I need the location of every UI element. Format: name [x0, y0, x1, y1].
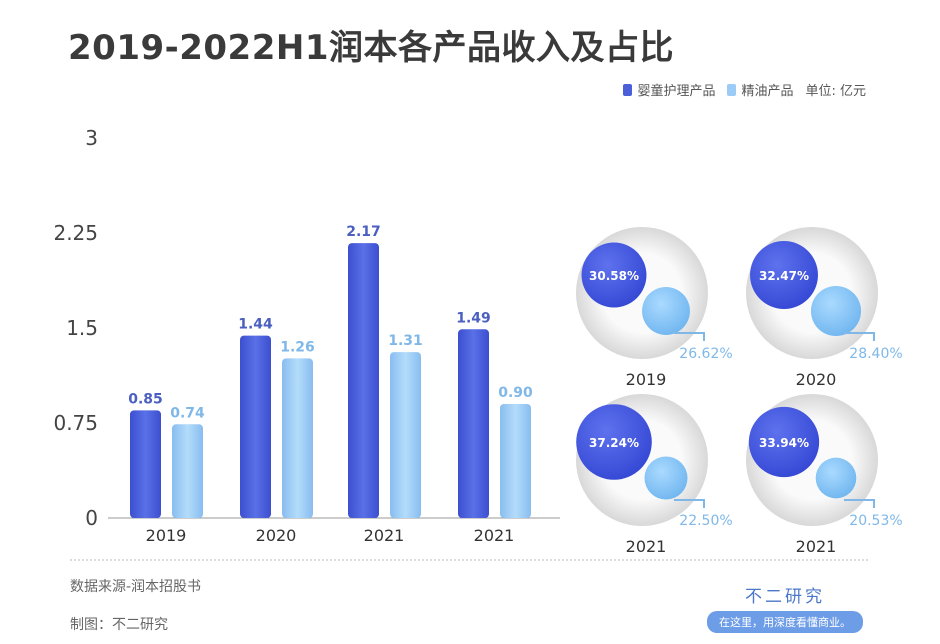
share-label: 20.53% [849, 513, 902, 529]
legend-item-baby-care: 婴童护理产品 [623, 80, 715, 99]
bubble-essential-oil [642, 287, 690, 335]
share-label: 28.40% [849, 346, 902, 362]
share-label: 22.50% [679, 513, 732, 529]
share-label: 26.62% [679, 346, 732, 362]
bubble-label: 32.47% [759, 269, 809, 283]
bubble-year-label: 2021 [796, 537, 837, 556]
bubble-essential-oil [815, 457, 857, 499]
bubble-baby-care [750, 241, 818, 309]
callout-line [674, 499, 705, 508]
legend: 婴童护理产品 精油产品 单位: 亿元 [623, 80, 866, 99]
bubble-label: 30.58% [589, 269, 639, 283]
legend-item-essential-oil: 精油产品 [727, 80, 793, 99]
bubble-label: 37.24% [589, 436, 639, 450]
data-label: 1.26 [280, 339, 315, 355]
bar-baby-care [130, 410, 161, 518]
x-tick-label: 2020 [256, 526, 297, 545]
x-tick-label: 2021 [474, 526, 515, 545]
bar-essential-oil [500, 404, 531, 518]
legend-swatch-icon [623, 84, 633, 96]
bubble-label: 33.94% [759, 436, 809, 450]
callout-line [844, 332, 875, 341]
callout-line [844, 499, 875, 508]
bubble-baby-care [581, 242, 647, 308]
data-label: 0.85 [128, 391, 163, 407]
bar-essential-oil [172, 424, 203, 518]
legend-swatch-icon [727, 84, 737, 96]
bar-baby-care [458, 329, 489, 518]
y-tick-label: 0 [85, 506, 98, 530]
bar-baby-care [240, 335, 271, 518]
data-label: 1.49 [456, 310, 491, 326]
bubble-baby-care [576, 404, 652, 480]
y-tick-label: 2.25 [53, 221, 98, 245]
bar-essential-oil [282, 358, 313, 518]
bubble-baby-care [748, 406, 820, 478]
y-tick-label: 3 [85, 126, 98, 150]
bubble-essential-oil [644, 456, 688, 500]
x-tick-label: 2021 [364, 526, 405, 545]
data-label: 2.17 [346, 224, 381, 240]
data-label: 1.31 [388, 333, 423, 349]
page-title: 2019-2022H1润本各产品收入及占比 [68, 28, 674, 68]
callout-line [674, 332, 705, 341]
y-tick-label: 1.5 [66, 316, 98, 340]
bubble-year-label: 2020 [796, 370, 837, 389]
maker-note: 制图：不二研究 [70, 617, 168, 633]
brand-logo: 不二研究 在这里，用深度看懂商业。 [700, 582, 870, 633]
data-label: 1.44 [238, 317, 273, 333]
bubble-year-label: 2019 [626, 370, 667, 389]
brand-name: 不二研究 [745, 587, 825, 607]
y-tick-label: 0.75 [53, 411, 98, 435]
legend-label: 婴童护理产品 [637, 84, 716, 99]
source-note: 数据来源-润本招股书 [70, 579, 202, 595]
data-label: 0.90 [498, 385, 533, 401]
bar-baby-care [348, 243, 379, 518]
unit-label: 单位: 亿元 [805, 84, 866, 99]
brand-tagline: 在这里，用深度看懂商业。 [707, 611, 863, 633]
legend-label: 精油产品 [741, 84, 794, 99]
bubble-year-label: 2021 [626, 537, 667, 556]
x-tick-label: 2019 [146, 526, 187, 545]
bubble-essential-oil [810, 285, 862, 337]
data-label: 0.74 [170, 405, 205, 421]
bar-essential-oil [390, 352, 421, 518]
